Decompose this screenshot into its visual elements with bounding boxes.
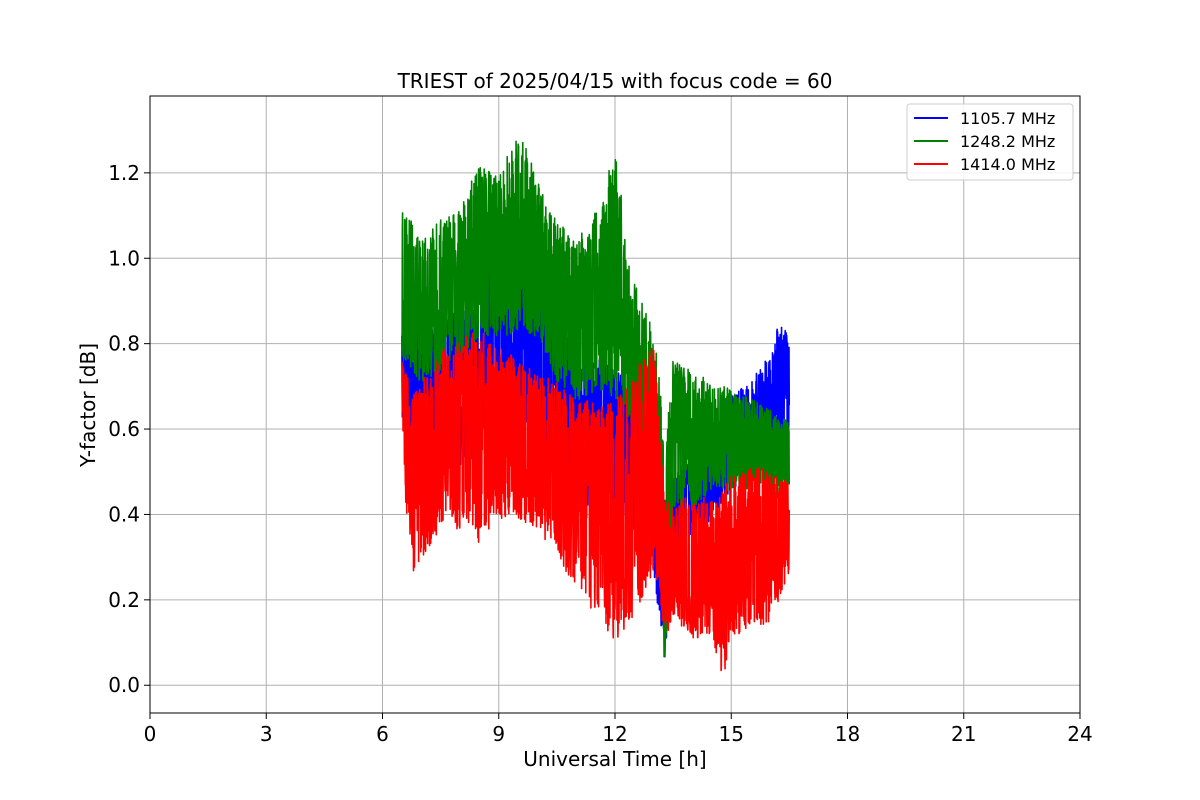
legend-box bbox=[906, 103, 1074, 181]
y-tick-label: 0.0 bbox=[108, 673, 140, 697]
legend-label-1: 1248.2 MHz bbox=[960, 132, 1055, 151]
x-tick-label: 12 bbox=[602, 722, 627, 746]
x-tick-label: 24 bbox=[1067, 722, 1092, 746]
y-axis-label: Y-factor [dB] bbox=[76, 343, 100, 468]
legend-label-0: 1105.7 MHz bbox=[960, 109, 1055, 128]
series-line-2 bbox=[401, 332, 791, 672]
legend-label-2: 1414.0 MHz bbox=[960, 155, 1055, 174]
x-tick-label: 3 bbox=[260, 722, 273, 746]
series-line-1 bbox=[401, 140, 791, 658]
legend: 1105.7 MHz 1248.2 MHz 1414.0 MHz bbox=[906, 103, 1074, 181]
x-tick-label: 18 bbox=[835, 722, 860, 746]
plot-series bbox=[401, 140, 791, 672]
y-axis-ticks: 0.0 0.2 0.4 0.6 0.8 1.0 1.2 bbox=[108, 161, 150, 697]
y-tick-label: 0.4 bbox=[108, 502, 140, 526]
chart-title: TRIEST of 2025/04/15 with focus code = 6… bbox=[397, 69, 833, 93]
x-tick-label: 0 bbox=[144, 722, 157, 746]
y-tick-label: 0.2 bbox=[108, 588, 140, 612]
y-tick-label: 0.6 bbox=[108, 417, 140, 441]
x-axis-label: Universal Time [h] bbox=[523, 747, 706, 771]
x-tick-label: 6 bbox=[376, 722, 389, 746]
y-tick-label: 1.0 bbox=[108, 246, 140, 270]
y-tick-label: 1.2 bbox=[108, 161, 140, 185]
x-axis-ticks: 0 3 6 9 12 15 18 21 24 bbox=[144, 713, 1093, 746]
x-tick-label: 9 bbox=[492, 722, 505, 746]
x-tick-label: 15 bbox=[719, 722, 744, 746]
x-tick-label: 21 bbox=[951, 722, 976, 746]
y-tick-label: 0.8 bbox=[108, 332, 140, 356]
